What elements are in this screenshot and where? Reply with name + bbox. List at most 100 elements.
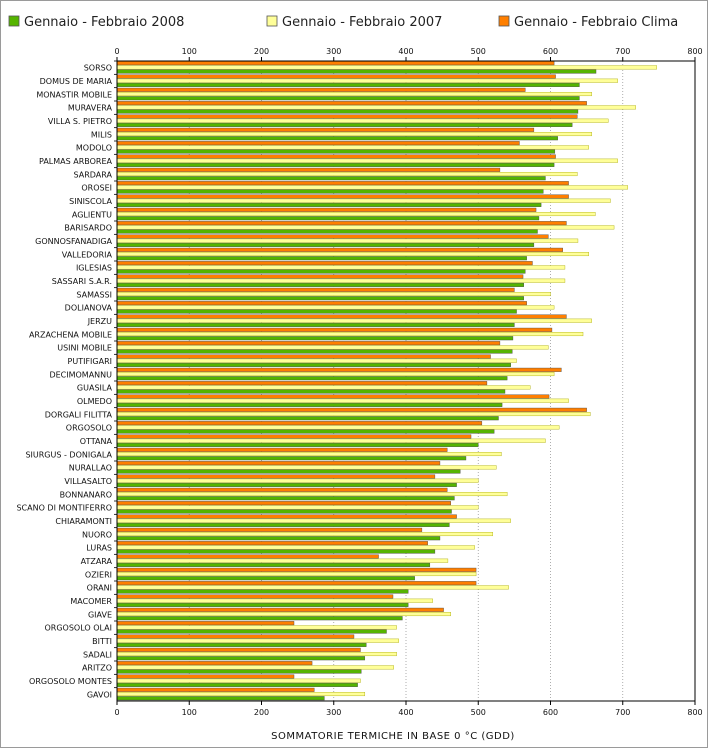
bar-bitti-gennaio-febbraio-2007: [116, 638, 399, 643]
bar-samassi-gennaio-febbraio-2007: [116, 292, 551, 297]
bar-gonnosfanadiga-gennaio-febbraio-2007: [116, 238, 579, 243]
bar-ottana-gennaio-febbraio-2008: [116, 442, 479, 447]
bar-macomer-gennaio-febbraio-2007: [116, 598, 433, 603]
bar-dorgali-filitta-gennaio-febbraio-2008: [116, 416, 499, 421]
category-label-usini-mobile: USINI MOBILE: [57, 344, 112, 353]
bar-arzachena-mobile-gennaio-febbraio-2008: [116, 336, 514, 341]
bar-guasila-gennaio-febbraio-2007: [116, 385, 531, 390]
category-label-ottana: OTTANA: [80, 437, 113, 446]
category-label-muravera: MURAVERA: [68, 104, 113, 113]
category-label-olmedo: OLMEDO: [77, 397, 112, 406]
bar-giave-gennaio-febbraio-2008: [116, 616, 403, 621]
category-label-arzachena-mobile: ARZACHENA MOBILE: [29, 330, 112, 339]
tick-label-bottom-200: 200: [254, 708, 269, 717]
bar-sorso-gennaio-febbraio-2007: [116, 65, 657, 70]
category-label-aritzo: ARITZO: [82, 664, 112, 673]
legend-swatch-gennaio-febbraio-2008: [8, 15, 20, 27]
bar-sardara-gennaio-febbraio-clima: [116, 167, 501, 172]
bar-atzara-gennaio-febbraio-clima: [116, 554, 379, 559]
bar-nuoro-gennaio-febbraio-2007: [116, 532, 493, 537]
bar-monastir-mobile-gennaio-febbraio-2007: [116, 92, 592, 97]
bar-scano-di-montiferro-gennaio-febbraio-2008: [116, 509, 452, 514]
bar-orgosolo-gennaio-febbraio-2007: [116, 425, 560, 430]
bar-nuoro-gennaio-febbraio-2008: [116, 536, 441, 541]
category-label-sassari-s-a-r: SASSARI S.A.R.: [52, 277, 112, 286]
tick-label-top-400: 400: [398, 47, 413, 56]
bar-palmas-arborea-gennaio-febbraio-clima: [116, 154, 556, 159]
category-label-iglesias: IGLESIAS: [76, 264, 112, 273]
bar-bonnanaro-gennaio-febbraio-2008: [116, 496, 455, 501]
bar-modolo-gennaio-febbraio-2007: [116, 145, 589, 150]
bar-gonnosfanadiga-gennaio-febbraio-clima: [116, 234, 549, 239]
legend-label-gennaio-febbraio-2008: Gennaio - Febbraio 2008: [24, 15, 184, 30]
tick-label-top-800: 800: [687, 47, 702, 56]
bar-gavoi-gennaio-febbraio-2007: [116, 692, 366, 697]
bar-decimomannu-gennaio-febbraio-clima: [116, 367, 562, 372]
category-label-orgosolo-montes: ORGOSOLO MONTES: [29, 677, 112, 686]
category-label-orani: ORANI: [87, 584, 112, 593]
bar-nurallao-gennaio-febbraio-clima: [116, 461, 441, 466]
bar-sassari-s-a-r-gennaio-febbraio-2008: [116, 282, 524, 287]
category-label-barisardo: BARISARDO: [64, 224, 112, 233]
bar-chiaramonti-gennaio-febbraio-2007: [116, 518, 511, 523]
legend-label-gennaio-febbraio-clima: Gennaio - Febbraio Clima: [514, 15, 678, 30]
bar-olmedo-gennaio-febbraio-2007: [116, 398, 569, 403]
bar-aritzo-gennaio-febbraio-2008: [116, 669, 362, 674]
bar-bitti-gennaio-febbraio-clima: [116, 634, 355, 639]
bar-orgosolo-gennaio-febbraio-2008: [116, 429, 495, 434]
x-axis-bottom-ticks: 0 100 200 300 400 500 600 700 800: [114, 701, 703, 717]
bar-siniscola-gennaio-febbraio-2007: [116, 198, 611, 203]
tick-label-top-0: 0: [114, 47, 119, 56]
bar-orgosolo-gennaio-febbraio-clima: [116, 421, 483, 426]
bar-macomer-gennaio-febbraio-2008: [116, 602, 409, 607]
category-label-orgosolo: ORGOSOLO: [66, 424, 112, 433]
bar-samassi-gennaio-febbraio-clima: [116, 287, 515, 292]
tick-label-bottom-0: 0: [114, 708, 119, 717]
bar-modolo-gennaio-febbraio-2008: [116, 149, 556, 154]
bar-olmedo-gennaio-febbraio-2008: [116, 402, 503, 407]
category-label-orosei: OROSEI: [81, 184, 112, 193]
bar-barisardo-gennaio-febbraio-2007: [116, 225, 615, 230]
bar-bonnanaro-gennaio-febbraio-2007: [116, 492, 508, 497]
bar-villa-s-pietro-gennaio-febbraio-2008: [116, 122, 573, 127]
bar-palmas-arborea-gennaio-febbraio-2007: [116, 158, 618, 163]
bar-iglesias-gennaio-febbraio-2007: [116, 265, 566, 270]
category-label-scano-di-montiferro: SCANO DI MONTIFERRO: [16, 504, 112, 513]
category-label-guasila: GUASILA: [77, 384, 113, 393]
category-label-atzara: ATZARA: [81, 557, 113, 566]
bar-siurgus-donigala-gennaio-febbraio-clima: [116, 447, 448, 452]
bar-gavoi-gennaio-febbraio-clima: [116, 687, 315, 692]
tick-label-top-100: 100: [182, 47, 197, 56]
bar-muravera-gennaio-febbraio-clima: [116, 101, 587, 106]
bar-milis-gennaio-febbraio-2007: [116, 132, 592, 137]
bar-guasila-gennaio-febbraio-clima: [116, 381, 488, 386]
bar-siurgus-donigala-gennaio-febbraio-2008: [116, 456, 467, 461]
x-axis-title: SOMMATORIE TERMICHE IN BASE 0 °C (GDD): [271, 731, 515, 742]
bar-orosei-gennaio-febbraio-2008: [116, 189, 544, 194]
tick-label-bottom-700: 700: [615, 708, 630, 717]
bar-usini-mobile-gennaio-febbraio-2007: [116, 345, 549, 350]
bar-usini-mobile-gennaio-febbraio-clima: [116, 341, 501, 346]
bar-domus-de-maria-gennaio-febbraio-2007: [116, 78, 618, 83]
bar-villa-s-pietro-gennaio-febbraio-2007: [116, 118, 609, 123]
bar-bonnanaro-gennaio-febbraio-clima: [116, 487, 448, 492]
bar-atzara-gennaio-febbraio-2008: [116, 562, 431, 567]
category-label-sardara: SARDARA: [74, 170, 113, 179]
category-label-luras: LURAS: [86, 544, 112, 553]
bar-nurallao-gennaio-febbraio-2008: [116, 469, 461, 474]
tick-label-bottom-800: 800: [687, 708, 702, 717]
bar-macomer-gennaio-febbraio-clima: [116, 594, 394, 599]
bar-bitti-gennaio-febbraio-2008: [116, 642, 367, 647]
bar-ozieri-gennaio-febbraio-2007: [116, 572, 477, 577]
bar-orosei-gennaio-febbraio-clima: [116, 181, 569, 186]
bar-sadali-gennaio-febbraio-clima: [116, 647, 361, 652]
category-label-orgosolo-olai: ORGOSOLO OLAI: [44, 624, 112, 633]
tick-label-top-500: 500: [471, 47, 486, 56]
tick-label-bottom-400: 400: [398, 708, 413, 717]
category-label-gavoi: GAVOI: [87, 690, 112, 699]
bar-dolianova-gennaio-febbraio-clima: [116, 301, 527, 306]
bar-aritzo-gennaio-febbraio-clima: [116, 661, 313, 666]
plot-area: [117, 61, 695, 701]
category-label-jerzu: JERZU: [87, 317, 112, 326]
